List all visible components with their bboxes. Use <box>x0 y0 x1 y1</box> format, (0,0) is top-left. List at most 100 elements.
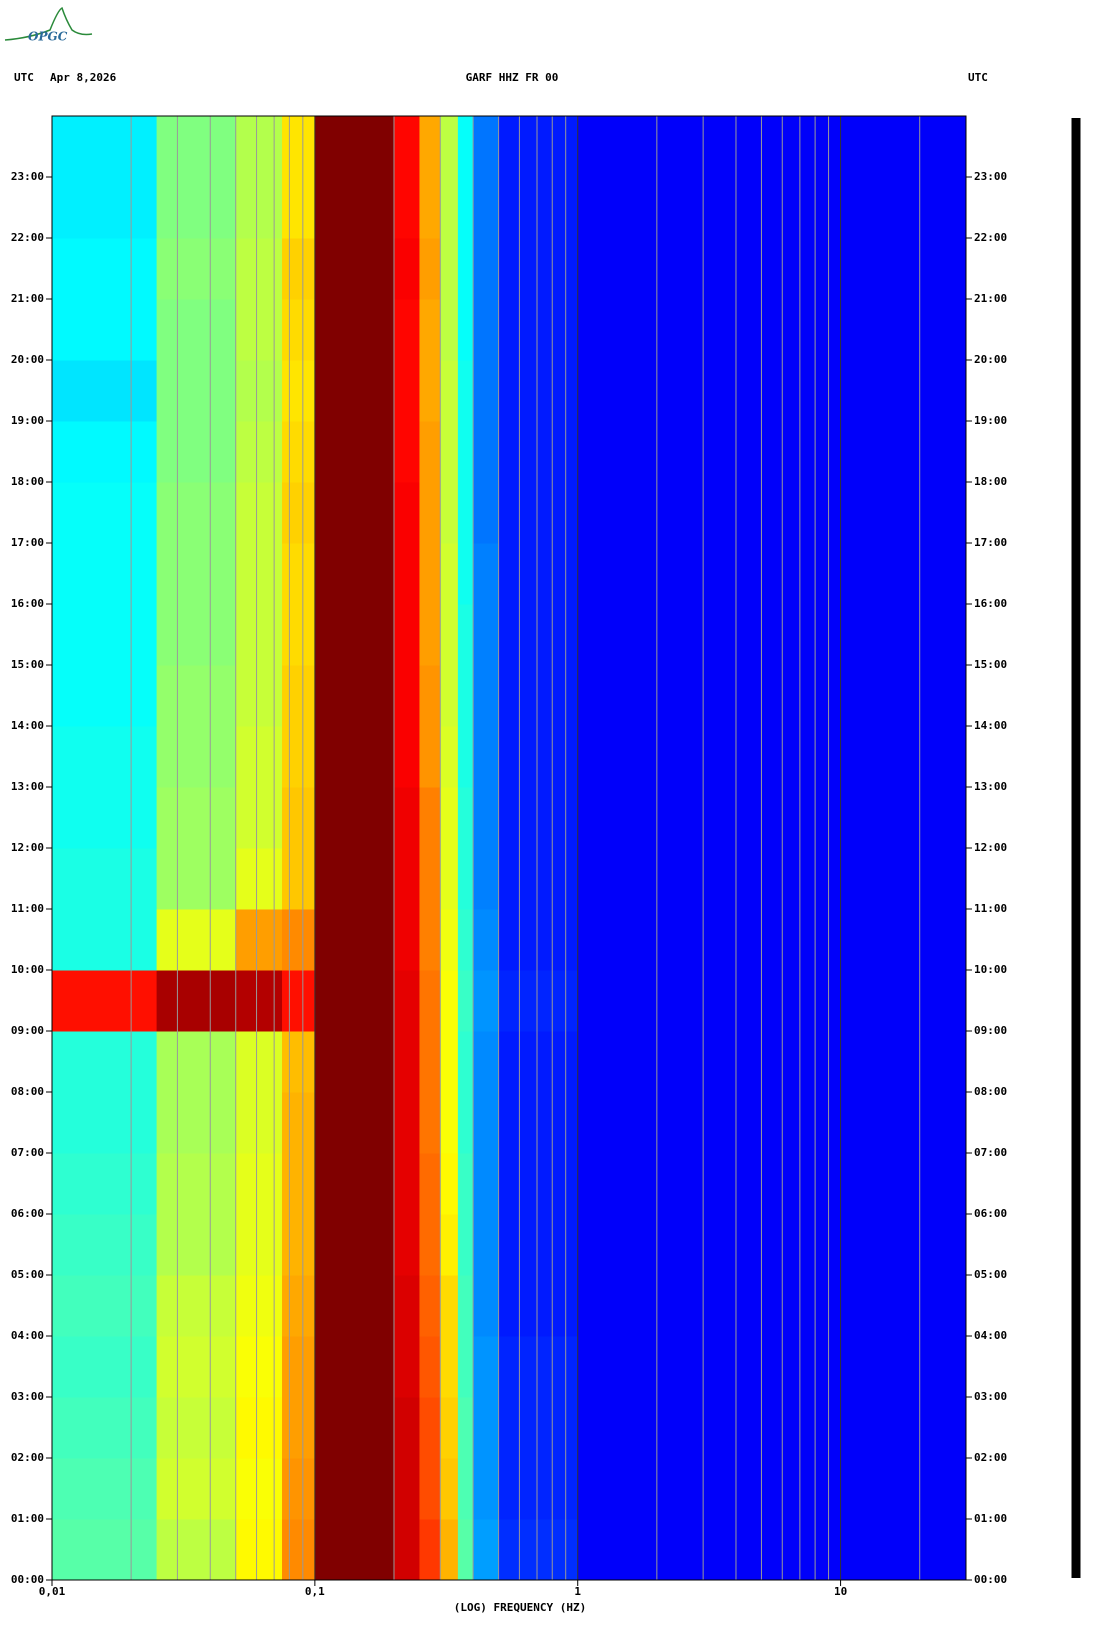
heatmap-cell <box>314 177 395 239</box>
heatmap-cell <box>419 1275 441 1337</box>
x-tick-label: 0,1 <box>305 1585 325 1598</box>
heatmap-cell <box>282 299 316 361</box>
heatmap-cell <box>52 543 158 605</box>
heatmap-cell <box>282 1092 316 1154</box>
heatmap-cell <box>577 1153 967 1215</box>
heatmap-cell <box>473 421 500 483</box>
y-tick-label: 21:00 <box>11 292 44 305</box>
heatmap-cell <box>393 421 420 483</box>
heatmap-cell <box>473 665 500 727</box>
heatmap-cell <box>577 238 967 300</box>
heatmap-cell <box>52 726 158 788</box>
heatmap-cell <box>156 1458 237 1520</box>
heatmap-cell <box>393 360 420 422</box>
heatmap-cell <box>314 1214 395 1276</box>
heatmap-cell <box>498 848 579 910</box>
heatmap-cell <box>473 543 500 605</box>
heatmap-cell <box>314 604 395 666</box>
heatmap-cell <box>235 1458 283 1520</box>
heatmap-cell <box>440 665 459 727</box>
heatmap-cell <box>282 1458 316 1520</box>
heatmap-cell <box>235 1519 283 1581</box>
heatmap-cell <box>419 604 441 666</box>
heatmap-cell <box>282 177 316 239</box>
heatmap-cell <box>393 177 420 239</box>
heatmap-cell <box>473 1153 500 1215</box>
heatmap-cell <box>156 238 237 300</box>
heatmap-cell <box>440 543 459 605</box>
heatmap-cell <box>457 482 474 544</box>
heatmap-cell <box>314 970 395 1032</box>
heatmap-cell <box>440 1519 459 1581</box>
heatmap-cell <box>577 604 967 666</box>
heatmap-cell <box>282 604 316 666</box>
heatmap-cell <box>393 909 420 971</box>
heatmap-cell <box>440 909 459 971</box>
y-tick-label: 00:00 <box>974 1573 1007 1586</box>
y-tick-label: 21:00 <box>974 292 1007 305</box>
heatmap-cell <box>282 848 316 910</box>
heatmap-cell <box>498 299 579 361</box>
heatmap-cell <box>52 665 158 727</box>
heatmap-cell <box>457 1153 474 1215</box>
heatmap-cell <box>314 1031 395 1093</box>
heatmap-cell <box>457 1336 474 1398</box>
heatmap-cell <box>440 787 459 849</box>
x-tick-label: 0,01 <box>39 1585 66 1598</box>
heatmap-cell <box>52 1092 158 1154</box>
heatmap-cell <box>393 1336 420 1398</box>
y-tick-label: 00:00 <box>11 1573 44 1586</box>
heatmap-cell <box>282 543 316 605</box>
heatmap-cell <box>419 1336 441 1398</box>
heatmap-cell <box>498 177 579 239</box>
heatmap-cell <box>498 970 579 1032</box>
heatmap-cell <box>498 1153 579 1215</box>
heatmap-cell <box>457 1275 474 1337</box>
heatmap-cell <box>282 421 316 483</box>
heatmap-cell <box>473 970 500 1032</box>
heatmap-cell <box>156 787 237 849</box>
heatmap-cell <box>577 1336 967 1398</box>
heatmap-cell <box>282 116 316 178</box>
y-tick-label: 07:00 <box>974 1146 1007 1159</box>
heatmap-cell <box>282 1397 316 1459</box>
heatmap-cell <box>419 238 441 300</box>
y-tick-label: 11:00 <box>11 902 44 915</box>
heatmap-cell <box>419 1458 441 1520</box>
y-tick-label: 20:00 <box>974 353 1007 366</box>
heatmap-cell <box>498 1092 579 1154</box>
y-tick-label: 14:00 <box>974 719 1007 732</box>
heatmap-cell <box>52 604 158 666</box>
heatmap-cell <box>52 482 158 544</box>
heatmap-cell <box>314 543 395 605</box>
heatmap-cell <box>457 116 474 178</box>
x-tick-label: 1 <box>574 1585 581 1598</box>
heatmap-cell <box>498 1336 579 1398</box>
heatmap-cell <box>473 726 500 788</box>
heatmap-cell <box>577 1458 967 1520</box>
heatmap-cell <box>577 665 967 727</box>
heatmap-cell <box>498 238 579 300</box>
heatmap-cell <box>235 848 283 910</box>
heatmap-cell <box>577 1519 967 1581</box>
heatmap-cell <box>457 970 474 1032</box>
heatmap-cell <box>440 1031 459 1093</box>
heatmap-cell <box>419 1519 441 1581</box>
heatmap-cell <box>156 909 237 971</box>
heatmap-cell <box>440 1458 459 1520</box>
heatmap-cell <box>235 1214 283 1276</box>
heatmap-cell <box>473 1275 500 1337</box>
heatmap-cell <box>52 1336 158 1398</box>
heatmap-cell <box>457 787 474 849</box>
heatmap-cell <box>419 1031 441 1093</box>
chart-title: GARF HHZ FR 00 <box>466 71 559 84</box>
heatmap-cell <box>156 1092 237 1154</box>
heatmap-cell <box>282 238 316 300</box>
heatmap-cell <box>235 787 283 849</box>
heatmap-cell <box>577 787 967 849</box>
heatmap-cell <box>457 177 474 239</box>
heatmap-cell <box>440 1275 459 1337</box>
header-left: UTC <box>14 71 34 84</box>
heatmap-cell <box>419 970 441 1032</box>
heatmap-cell <box>393 604 420 666</box>
